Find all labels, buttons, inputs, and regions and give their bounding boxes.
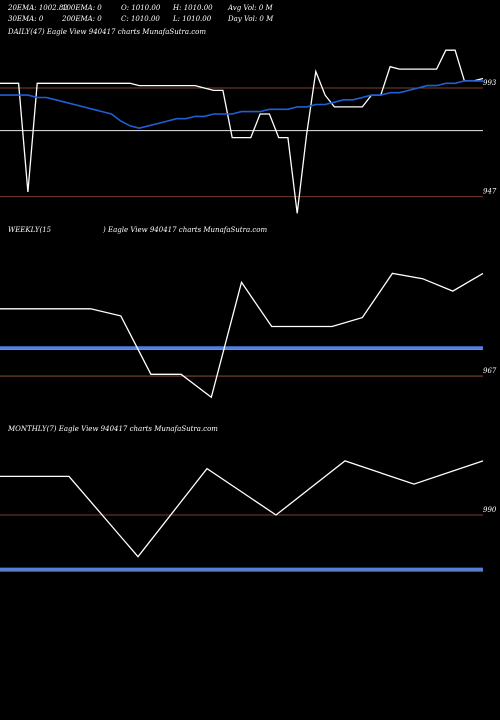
monthly-title: MONTHLY(7) Eagle View 940417 charts Muna… <box>8 425 218 433</box>
y-tick-label-0: 990 <box>483 506 497 514</box>
ema-series-line <box>0 80 483 130</box>
day-vol-label: Day Vol: 0 M <box>228 15 274 23</box>
avg-vol-label: Avg Vol: 0 M <box>228 4 273 12</box>
y-tick-label-1: 947 <box>483 188 497 196</box>
y-tick-label-0: 993 <box>483 79 497 87</box>
price-series-line <box>0 49 484 214</box>
high-label: H: 1010.00 <box>173 4 213 12</box>
price-series-line <box>0 272 484 399</box>
ema200-label: 200EMA: 0 <box>62 15 102 23</box>
weekly-title-left: WEEKLY(15 <box>8 226 52 234</box>
y-tick-label-0: 967 <box>483 367 497 375</box>
ema30-label: 30EMA: 0 <box>8 15 44 23</box>
open-label: O: 1010.00 <box>121 4 161 12</box>
ema20-label: 20EMA: 1002.82 <box>8 4 68 12</box>
weekly-title-right: ) Eagle View 940417 charts MunafaSutra.c… <box>103 226 268 234</box>
daily-chart: 993 947 <box>0 49 497 214</box>
daily-title: DAILY(47) Eagle View 940417 charts Munaf… <box>8 28 207 36</box>
close-label: C: 1010.00 <box>121 15 160 23</box>
price-series-line <box>0 460 484 558</box>
low-label: L: 1010.00 <box>173 15 212 23</box>
ema100-label: 100EMA: 0 <box>62 4 102 12</box>
weekly-chart: 967 <box>0 272 497 399</box>
